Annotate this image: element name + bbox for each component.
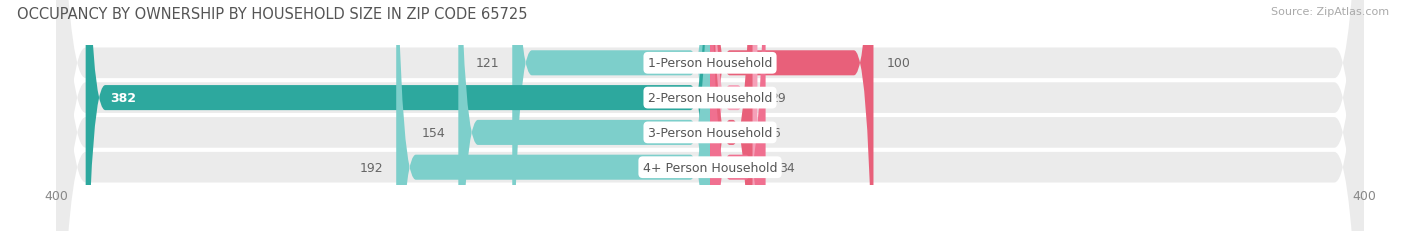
Text: 26: 26 [766,126,782,139]
FancyBboxPatch shape [56,0,1364,231]
Text: OCCUPANCY BY OWNERSHIP BY HOUSEHOLD SIZE IN ZIP CODE 65725: OCCUPANCY BY OWNERSHIP BY HOUSEHOLD SIZE… [17,7,527,22]
FancyBboxPatch shape [56,0,1364,231]
Text: 4+ Person Household: 4+ Person Household [643,161,778,174]
FancyBboxPatch shape [396,0,710,231]
Text: 2-Person Household: 2-Person Household [648,92,772,105]
Text: 29: 29 [770,92,786,105]
FancyBboxPatch shape [56,0,1364,231]
Text: 192: 192 [360,161,382,174]
Text: 382: 382 [110,92,136,105]
Text: 100: 100 [887,57,911,70]
FancyBboxPatch shape [710,0,766,231]
FancyBboxPatch shape [710,0,758,231]
Text: 154: 154 [422,126,446,139]
Text: 3-Person Household: 3-Person Household [648,126,772,139]
FancyBboxPatch shape [86,0,710,231]
FancyBboxPatch shape [710,0,873,231]
Text: Source: ZipAtlas.com: Source: ZipAtlas.com [1271,7,1389,17]
Text: 34: 34 [779,161,794,174]
Text: 1-Person Household: 1-Person Household [648,57,772,70]
FancyBboxPatch shape [458,0,710,231]
FancyBboxPatch shape [56,0,1364,231]
FancyBboxPatch shape [710,0,752,231]
FancyBboxPatch shape [512,0,710,231]
Text: 121: 121 [475,57,499,70]
